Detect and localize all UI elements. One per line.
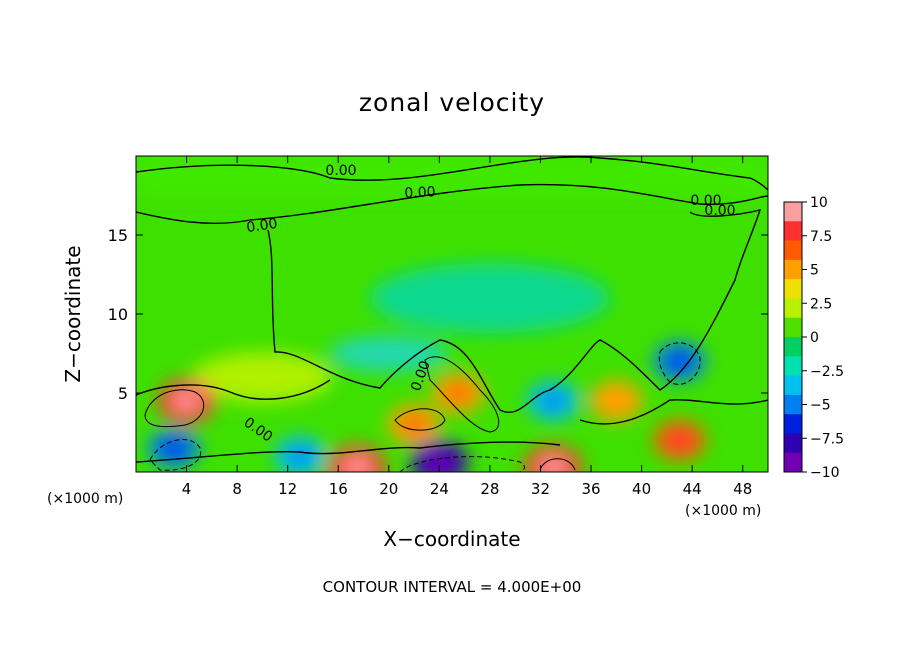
contour-zero-line bbox=[136, 183, 768, 224]
colorbar-swatch bbox=[784, 452, 802, 473]
contour-interval-note: CONTOUR INTERVAL = 4.000E+00 bbox=[322, 578, 582, 596]
colorbar-tick-label: 2.5 bbox=[810, 296, 832, 312]
contour-lines: 0.000.000.000.000.000.000.00 bbox=[136, 156, 768, 472]
chart-title: zonal velocity bbox=[358, 88, 546, 117]
colorbar-swatch bbox=[784, 356, 802, 377]
field-core bbox=[344, 457, 371, 472]
contour-label: 0.00 bbox=[404, 184, 436, 202]
field-core bbox=[173, 391, 200, 411]
field-band bbox=[136, 156, 768, 196]
colorbar-swatch bbox=[784, 375, 802, 396]
contour-label: 0.00 bbox=[325, 163, 356, 179]
field-band bbox=[192, 352, 333, 403]
field-core bbox=[288, 447, 313, 466]
contour-positive-line bbox=[144, 389, 205, 428]
contour-label: 0.00 bbox=[704, 203, 735, 219]
contour-positive-line bbox=[394, 408, 446, 431]
contour-label: 0.00 bbox=[690, 193, 721, 209]
colorbar-tick-label: −5 bbox=[810, 398, 831, 414]
x-tick-label: 4 bbox=[182, 480, 192, 498]
y-tick-label: 5 bbox=[118, 384, 128, 403]
contour-negative-line bbox=[399, 456, 525, 472]
colorbar-swatch bbox=[784, 394, 802, 415]
contour-zero-line bbox=[267, 209, 762, 413]
contour-zero-line bbox=[136, 379, 331, 400]
contour-zero-line bbox=[136, 156, 768, 191]
x-tick-label: 8 bbox=[232, 480, 242, 498]
y-axis: 5 10 15 bbox=[108, 226, 768, 403]
colorbar-swatch bbox=[784, 202, 802, 222]
velocity-field bbox=[136, 156, 768, 472]
x-axis-label: X−coordinate bbox=[383, 527, 521, 551]
field-core bbox=[402, 415, 427, 434]
field-band bbox=[369, 263, 610, 334]
contour-negative-line bbox=[149, 439, 202, 471]
colorbar-swatch bbox=[784, 279, 802, 299]
colorbar-swatch bbox=[784, 240, 802, 261]
x-tick-label: 32 bbox=[531, 480, 550, 498]
colorbar-swatch bbox=[784, 317, 802, 338]
contour-negative-line bbox=[658, 342, 701, 385]
colorbar-swatch bbox=[784, 221, 802, 242]
field-core bbox=[446, 384, 471, 402]
field-core bbox=[161, 439, 186, 458]
x-axis: 4 8 12 16 20 24 28 32 36 40 44 48 bbox=[182, 156, 752, 498]
field-core bbox=[539, 457, 567, 472]
x-tick-label: 24 bbox=[430, 480, 449, 498]
x-tick-label: 44 bbox=[683, 480, 702, 498]
y-tick-label: 10 bbox=[108, 305, 128, 324]
colorbar-tick-label: 0 bbox=[810, 330, 819, 346]
colorbar-tick-label: −2.5 bbox=[810, 364, 844, 380]
field-core bbox=[667, 352, 692, 371]
colorbar-swatch bbox=[784, 337, 802, 357]
field-core bbox=[541, 391, 566, 410]
colorbar-swatch bbox=[784, 414, 802, 434]
colorbar-tick-label: 7.5 bbox=[810, 229, 832, 245]
field-core bbox=[604, 391, 629, 410]
contour-positive-line bbox=[539, 458, 576, 471]
x-tick-label: 20 bbox=[379, 480, 398, 498]
colorbar-tick-label: −7.5 bbox=[810, 431, 844, 447]
x-unit-label-left: (×1000 m) bbox=[47, 491, 124, 507]
x-tick-label: 16 bbox=[329, 480, 348, 498]
field-band bbox=[328, 335, 449, 372]
field-core bbox=[667, 431, 692, 450]
contour-positive-line bbox=[424, 356, 500, 433]
x-tick-label: 36 bbox=[581, 480, 600, 498]
y-tick-label: 15 bbox=[108, 226, 128, 245]
colorbar-swatch bbox=[784, 433, 802, 454]
x-tick-label: 40 bbox=[632, 480, 651, 498]
contour-zero-line bbox=[136, 441, 561, 463]
x-tick-label: 48 bbox=[733, 480, 752, 498]
x-tick-label: 28 bbox=[480, 480, 499, 498]
colorbar-tick-label: 10 bbox=[810, 195, 828, 211]
x-unit-label-right: (×1000 m) bbox=[685, 503, 762, 519]
colorbar-tick-label: 5 bbox=[810, 263, 819, 279]
contour-label: 0.00 bbox=[245, 216, 278, 236]
colorbar-tick-label: −10 bbox=[810, 465, 840, 481]
colorbar: 10 7.5 5 2.5 0 −2.5 −5 −7.5 −10 bbox=[783, 195, 844, 481]
x-tick-label: 12 bbox=[278, 480, 297, 498]
contour-zero-line bbox=[579, 399, 768, 425]
colorbar-swatch bbox=[784, 259, 802, 280]
colorbar-swatch bbox=[784, 298, 802, 319]
